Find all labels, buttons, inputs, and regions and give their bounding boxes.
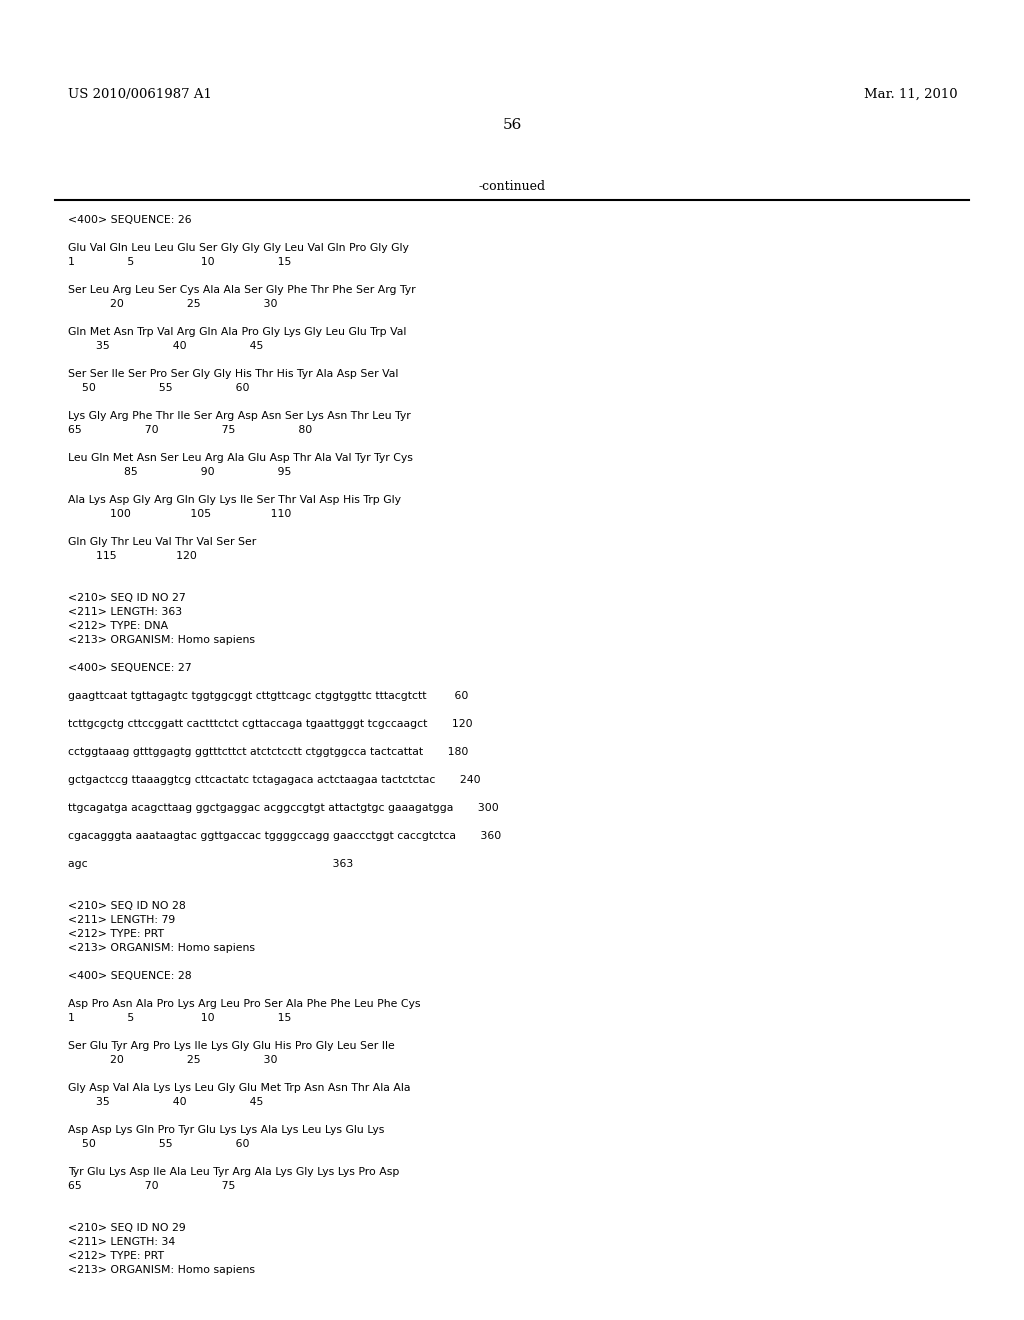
Text: -continued: -continued	[478, 180, 546, 193]
Text: cgacagggta aaataagtac ggttgaccac tggggccagg gaaccctggt caccgtctca       360: cgacagggta aaataagtac ggttgaccac tggggcc…	[68, 832, 502, 841]
Text: <400> SEQUENCE: 26: <400> SEQUENCE: 26	[68, 215, 191, 224]
Text: gctgactccg ttaaaggtcg cttcactatc tctagagaca actctaagaa tactctctac       240: gctgactccg ttaaaggtcg cttcactatc tctagag…	[68, 775, 480, 785]
Text: 20                  25                  30: 20 25 30	[68, 1055, 278, 1065]
Text: <213> ORGANISM: Homo sapiens: <213> ORGANISM: Homo sapiens	[68, 942, 255, 953]
Text: Mar. 11, 2010: Mar. 11, 2010	[864, 88, 958, 102]
Text: Tyr Glu Lys Asp Ile Ala Leu Tyr Arg Ala Lys Gly Lys Lys Pro Asp: Tyr Glu Lys Asp Ile Ala Leu Tyr Arg Ala …	[68, 1167, 399, 1177]
Text: Glu Val Gln Leu Leu Glu Ser Gly Gly Gly Leu Val Gln Pro Gly Gly: Glu Val Gln Leu Leu Glu Ser Gly Gly Gly …	[68, 243, 409, 253]
Text: <211> LENGTH: 34: <211> LENGTH: 34	[68, 1237, 175, 1247]
Text: agc                                                                      363: agc 363	[68, 859, 353, 869]
Text: Leu Gln Met Asn Ser Leu Arg Ala Glu Asp Thr Ala Val Tyr Tyr Cys: Leu Gln Met Asn Ser Leu Arg Ala Glu Asp …	[68, 453, 413, 463]
Text: <400> SEQUENCE: 27: <400> SEQUENCE: 27	[68, 663, 191, 673]
Text: 50                  55                  60: 50 55 60	[68, 1139, 250, 1148]
Text: <210> SEQ ID NO 29: <210> SEQ ID NO 29	[68, 1224, 185, 1233]
Text: <211> LENGTH: 79: <211> LENGTH: 79	[68, 915, 175, 925]
Text: 56: 56	[503, 117, 521, 132]
Text: 20                  25                  30: 20 25 30	[68, 300, 278, 309]
Text: Ser Ser Ile Ser Pro Ser Gly Gly His Thr His Tyr Ala Asp Ser Val: Ser Ser Ile Ser Pro Ser Gly Gly His Thr …	[68, 370, 398, 379]
Text: cctggtaaag gtttggagtg ggtttcttct atctctcctt ctggtggcca tactcattat       180: cctggtaaag gtttggagtg ggtttcttct atctctc…	[68, 747, 468, 756]
Text: <210> SEQ ID NO 28: <210> SEQ ID NO 28	[68, 902, 185, 911]
Text: Ala Lys Asp Gly Arg Gln Gly Lys Ile Ser Thr Val Asp His Trp Gly: Ala Lys Asp Gly Arg Gln Gly Lys Ile Ser …	[68, 495, 401, 506]
Text: <213> ORGANISM: Homo sapiens: <213> ORGANISM: Homo sapiens	[68, 1265, 255, 1275]
Text: Asp Pro Asn Ala Pro Lys Arg Leu Pro Ser Ala Phe Phe Leu Phe Cys: Asp Pro Asn Ala Pro Lys Arg Leu Pro Ser …	[68, 999, 421, 1008]
Text: 65                  70                  75                  80: 65 70 75 80	[68, 425, 312, 436]
Text: Gly Asp Val Ala Lys Lys Leu Gly Glu Met Trp Asn Asn Thr Ala Ala: Gly Asp Val Ala Lys Lys Leu Gly Glu Met …	[68, 1082, 411, 1093]
Text: <212> TYPE: DNA: <212> TYPE: DNA	[68, 620, 168, 631]
Text: 100                 105                 110: 100 105 110	[68, 510, 292, 519]
Text: 1               5                   10                  15: 1 5 10 15	[68, 1012, 292, 1023]
Text: 1               5                   10                  15: 1 5 10 15	[68, 257, 292, 267]
Text: Ser Glu Tyr Arg Pro Lys Ile Lys Gly Glu His Pro Gly Leu Ser Ile: Ser Glu Tyr Arg Pro Lys Ile Lys Gly Glu …	[68, 1041, 394, 1051]
Text: tcttgcgctg cttccggatt cactttctct cgttaccaga tgaattgggt tcgccaagct       120: tcttgcgctg cttccggatt cactttctct cgttacc…	[68, 719, 473, 729]
Text: <213> ORGANISM: Homo sapiens: <213> ORGANISM: Homo sapiens	[68, 635, 255, 645]
Text: 85                  90                  95: 85 90 95	[68, 467, 292, 477]
Text: <210> SEQ ID NO 27: <210> SEQ ID NO 27	[68, 593, 185, 603]
Text: Asp Asp Lys Gln Pro Tyr Glu Lys Lys Ala Lys Leu Lys Glu Lys: Asp Asp Lys Gln Pro Tyr Glu Lys Lys Ala …	[68, 1125, 384, 1135]
Text: <212> TYPE: PRT: <212> TYPE: PRT	[68, 929, 164, 939]
Text: gaagttcaat tgttagagtc tggtggcggt cttgttcagc ctggtggttc tttacgtctt        60: gaagttcaat tgttagagtc tggtggcggt cttgttc…	[68, 690, 468, 701]
Text: US 2010/0061987 A1: US 2010/0061987 A1	[68, 88, 212, 102]
Text: 35                  40                  45: 35 40 45	[68, 341, 263, 351]
Text: <212> TYPE: PRT: <212> TYPE: PRT	[68, 1251, 164, 1261]
Text: <400> SEQUENCE: 28: <400> SEQUENCE: 28	[68, 972, 191, 981]
Text: Lys Gly Arg Phe Thr Ile Ser Arg Asp Asn Ser Lys Asn Thr Leu Tyr: Lys Gly Arg Phe Thr Ile Ser Arg Asp Asn …	[68, 411, 411, 421]
Text: 115                 120: 115 120	[68, 550, 197, 561]
Text: Ser Leu Arg Leu Ser Cys Ala Ala Ser Gly Phe Thr Phe Ser Arg Tyr: Ser Leu Arg Leu Ser Cys Ala Ala Ser Gly …	[68, 285, 416, 294]
Text: <211> LENGTH: 363: <211> LENGTH: 363	[68, 607, 182, 616]
Text: Gln Met Asn Trp Val Arg Gln Ala Pro Gly Lys Gly Leu Glu Trp Val: Gln Met Asn Trp Val Arg Gln Ala Pro Gly …	[68, 327, 407, 337]
Text: 65                  70                  75: 65 70 75	[68, 1181, 236, 1191]
Text: 35                  40                  45: 35 40 45	[68, 1097, 263, 1107]
Text: Gln Gly Thr Leu Val Thr Val Ser Ser: Gln Gly Thr Leu Val Thr Val Ser Ser	[68, 537, 256, 546]
Text: ttgcagatga acagcttaag ggctgaggac acggccgtgt attactgtgc gaaagatgga       300: ttgcagatga acagcttaag ggctgaggac acggccg…	[68, 803, 499, 813]
Text: 50                  55                  60: 50 55 60	[68, 383, 250, 393]
